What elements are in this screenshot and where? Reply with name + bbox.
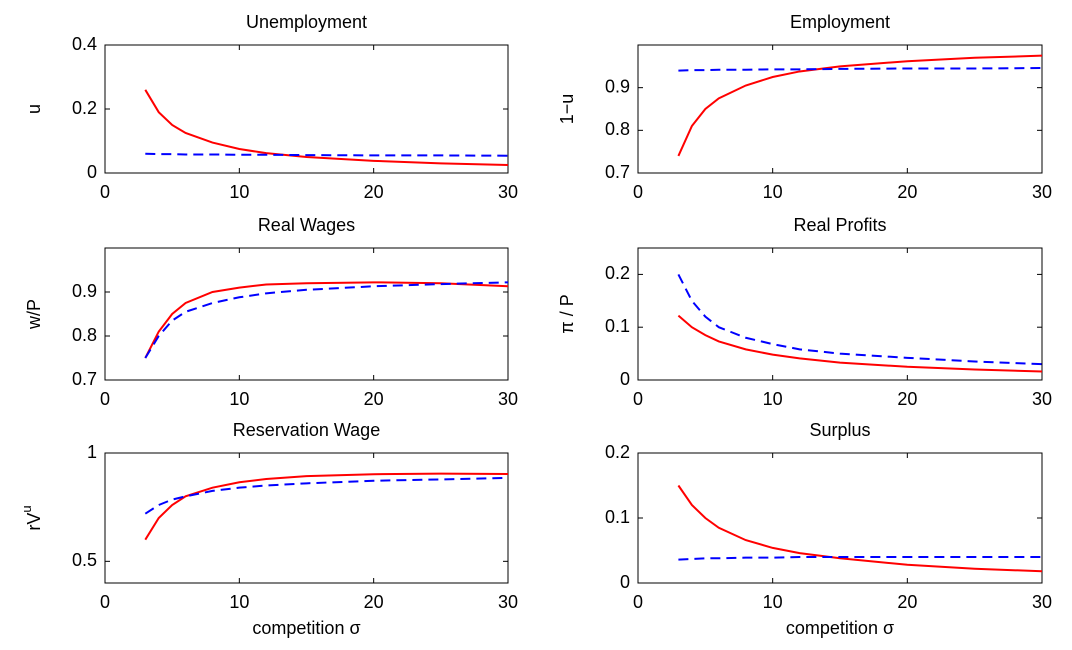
subplot-title: Unemployment xyxy=(246,12,367,32)
y-tick-label: 0.7 xyxy=(605,162,630,182)
series-line xyxy=(677,54,1043,157)
plot-area xyxy=(104,452,509,584)
subplot-title: Real Wages xyxy=(258,215,355,235)
x-tick-label: 30 xyxy=(498,182,518,202)
x-tick-label: 20 xyxy=(364,389,384,409)
x-tick-label: 10 xyxy=(229,182,249,202)
series-line xyxy=(144,89,509,166)
y-axis-label: rVu xyxy=(19,505,43,530)
y-tick-label: 0.2 xyxy=(72,98,97,118)
y-tick-label: 1 xyxy=(87,442,97,462)
series-line xyxy=(677,484,1043,573)
series-line xyxy=(144,476,509,515)
y-axis-label-main: w/P xyxy=(24,299,44,330)
x-tick-label: 30 xyxy=(1032,182,1052,202)
series-line xyxy=(677,314,1043,373)
y-axis-label: u xyxy=(24,104,44,114)
x-tick-label: 30 xyxy=(498,592,518,612)
y-tick-label: 0 xyxy=(620,572,630,592)
x-tick-label: 0 xyxy=(100,592,110,612)
y-tick-label: 0.5 xyxy=(72,550,97,570)
subplot: Reservation Wage 0 10 20 30 0.5 1 rVu competitio… xyxy=(19,420,518,638)
y-tick-label: 0.8 xyxy=(605,119,630,139)
y-tick-label: 0.1 xyxy=(605,507,630,527)
x-axis-label: competition σ xyxy=(786,618,894,638)
y-axis-label: w/P xyxy=(24,299,44,330)
x-tick-label: 20 xyxy=(364,182,384,202)
plot-area xyxy=(637,452,1043,584)
y-axis-label-sup: u xyxy=(19,505,34,512)
y-axis-label-main: 1−u xyxy=(557,94,577,125)
x-tick-label: 20 xyxy=(897,389,917,409)
x-tick-label: 20 xyxy=(897,592,917,612)
x-tick-label: 0 xyxy=(633,592,643,612)
x-tick-label: 10 xyxy=(229,389,249,409)
x-axis-label: competition σ xyxy=(252,618,360,638)
series-line xyxy=(144,281,509,359)
x-tick-label: 0 xyxy=(633,182,643,202)
y-tick-label: 0 xyxy=(620,369,630,389)
y-axis-label-main: π / P xyxy=(557,294,577,333)
x-tick-label: 10 xyxy=(229,592,249,612)
x-tick-label: 20 xyxy=(364,592,384,612)
subplot-title: Surplus xyxy=(809,420,870,440)
y-tick-label: 0.2 xyxy=(605,442,630,462)
x-tick-label: 10 xyxy=(763,182,783,202)
series-line xyxy=(144,472,509,541)
y-tick-label: 0.8 xyxy=(72,325,97,345)
x-tick-label: 30 xyxy=(1032,389,1052,409)
y-tick-label: 0.9 xyxy=(72,281,97,301)
y-tick-label: 0.1 xyxy=(605,316,630,336)
subplot: Employment 0 10 20 30 0.7 0.8 0.9 1−u xyxy=(557,12,1052,202)
x-tick-label: 0 xyxy=(100,389,110,409)
series-line xyxy=(678,67,1043,72)
x-tick-label: 30 xyxy=(1032,592,1052,612)
subplot-title: Employment xyxy=(790,12,890,32)
y-tick-label: 0.4 xyxy=(72,34,97,54)
plot-area xyxy=(637,247,1043,381)
series-line xyxy=(678,556,1042,561)
x-tick-label: 30 xyxy=(498,389,518,409)
x-tick-label: 0 xyxy=(633,389,643,409)
x-tick-label: 10 xyxy=(763,389,783,409)
y-tick-label: 0 xyxy=(87,162,97,182)
subplot-title: Real Profits xyxy=(793,215,886,235)
subplot: Real Profits 0 10 20 30 0 0.1 0.2 π / P xyxy=(557,215,1052,409)
subplot: Surplus 0 10 20 30 0 0.1 0.2 competition σ xyxy=(605,420,1052,638)
x-tick-label: 0 xyxy=(100,182,110,202)
plot-area xyxy=(104,44,509,174)
plot-area xyxy=(637,44,1043,174)
series-line xyxy=(144,281,509,359)
y-tick-label: 0.2 xyxy=(605,263,630,283)
y-axis-label: 1−u xyxy=(557,94,577,125)
y-tick-label: 0.7 xyxy=(72,369,97,389)
y-axis-label-main: u xyxy=(24,104,44,114)
y-tick-label: 0.9 xyxy=(605,76,630,96)
subplot-title: Reservation Wage xyxy=(233,420,380,440)
y-axis-label-main: rV xyxy=(24,513,44,531)
x-tick-label: 10 xyxy=(763,592,783,612)
subplot: Real Wages 0 10 20 30 0.7 0.8 0.9 w/P xyxy=(24,215,518,409)
x-tick-label: 20 xyxy=(897,182,917,202)
subplot: Unemployment 0 10 20 30 0 0.2 0.4 u xyxy=(24,12,518,202)
series-line xyxy=(145,152,509,157)
plot-area xyxy=(104,247,509,381)
y-axis-label: π / P xyxy=(557,294,577,333)
